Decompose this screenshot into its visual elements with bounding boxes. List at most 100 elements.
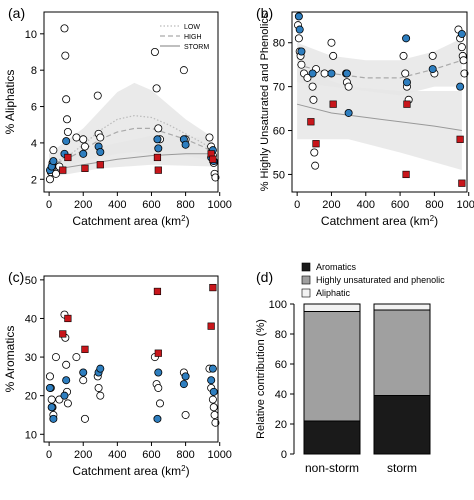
plot-frame xyxy=(43,11,219,193)
x-tick-label: 200 xyxy=(74,199,92,211)
y-tick-label: 70 xyxy=(273,82,285,94)
data-point-high xyxy=(295,25,304,34)
x-tick-label: 600 xyxy=(142,199,160,211)
x-tick-label: 1000 xyxy=(207,199,231,211)
bar-segment-storm-2 xyxy=(373,303,431,311)
data-point-low xyxy=(210,410,219,419)
x-tick-label: 600 xyxy=(142,449,160,461)
x-axis-label: Catchment area (km2) xyxy=(72,464,189,479)
data-point-low xyxy=(154,383,163,392)
bar-segment-non-storm-1 xyxy=(303,311,361,422)
data-point-low xyxy=(399,51,408,60)
panel-label: (d) xyxy=(256,269,273,285)
y-tick-label: 40 xyxy=(25,313,37,325)
x-tick-label: 800 xyxy=(425,199,443,211)
data-point-low xyxy=(308,82,317,91)
data-point-low xyxy=(310,148,319,157)
x-tick-label: 600 xyxy=(391,199,409,211)
confidence-band xyxy=(297,38,462,96)
x-tick-label: 400 xyxy=(108,199,126,211)
legend-swatch-0 xyxy=(301,262,311,272)
y-axis-label: % Highly Unsaturated and Phenolics xyxy=(259,12,271,191)
data-point-low xyxy=(150,48,159,57)
panel-label: (b) xyxy=(256,5,273,21)
data-point-storm xyxy=(81,345,89,353)
data-point-low xyxy=(329,51,338,60)
data-point-low xyxy=(155,399,164,408)
fit-line-high xyxy=(296,59,463,79)
y-tick-label: 60 xyxy=(273,126,285,138)
x-tick-label: 200 xyxy=(74,449,92,461)
data-point-low xyxy=(208,395,217,404)
data-point-low xyxy=(294,34,303,43)
data-point-storm xyxy=(59,330,67,338)
bar-segment-storm-1 xyxy=(373,309,431,396)
data-point-high xyxy=(49,414,58,423)
data-point-storm xyxy=(312,140,320,148)
legend-swatch-1 xyxy=(301,275,311,285)
data-point-low xyxy=(49,146,58,155)
data-point-low xyxy=(94,383,103,392)
legend-label-2: Aliphatic xyxy=(316,288,351,298)
legend-label-storm: STORM xyxy=(184,44,209,51)
panel-label: (a) xyxy=(8,5,25,21)
x-tick-label: 1000 xyxy=(456,199,474,211)
bar-segment-storm-0 xyxy=(373,395,431,455)
data-point-high xyxy=(327,69,336,78)
data-point-high xyxy=(457,29,466,38)
data-point-low xyxy=(63,115,72,124)
data-point-low xyxy=(154,124,163,133)
data-point-low xyxy=(62,360,71,369)
legend-label-low: LOW xyxy=(184,24,200,31)
y-tick-label: 80 xyxy=(275,329,287,341)
data-point-high xyxy=(456,82,465,91)
data-point-low xyxy=(80,414,89,423)
data-point-storm xyxy=(207,322,215,330)
data-point-storm xyxy=(329,100,337,108)
data-point-low xyxy=(80,142,89,151)
data-point-low xyxy=(45,175,54,184)
plot-frame xyxy=(43,275,219,443)
data-point-low xyxy=(96,391,105,400)
fit-line-low xyxy=(48,114,214,164)
data-point-low xyxy=(72,133,81,142)
data-point-high xyxy=(60,391,69,400)
bar-segment-non-storm-2 xyxy=(303,303,361,312)
data-point-low xyxy=(72,353,81,362)
legend-label-0: Aromatics xyxy=(316,262,357,272)
data-point-low xyxy=(51,353,60,362)
data-point-storm xyxy=(154,166,162,174)
data-point-low xyxy=(79,376,88,385)
y-tick-label: 6 xyxy=(31,102,37,114)
y-tick-label: 4 xyxy=(31,138,37,150)
y-tick-label: 50 xyxy=(273,169,285,181)
data-point-low xyxy=(205,133,214,142)
data-point-low xyxy=(152,84,161,93)
data-point-low xyxy=(60,24,69,33)
legend-label-1: Highly unsaturated and phenolic xyxy=(316,275,445,285)
y-tick-label: 10 xyxy=(25,29,37,41)
fit-line-storm xyxy=(49,153,213,171)
data-point-high xyxy=(179,380,188,389)
data-point-high xyxy=(297,47,306,56)
y-tick-label: 30 xyxy=(25,352,37,364)
y-tick-label: 80 xyxy=(273,38,285,50)
data-point-low xyxy=(320,69,329,78)
y-tick-label: 20 xyxy=(25,391,37,403)
x-tick-label: 400 xyxy=(108,449,126,461)
data-point-storm xyxy=(154,349,162,357)
data-point-high xyxy=(428,65,437,74)
legend-swatch-2 xyxy=(301,288,311,298)
y-tick-label: 2 xyxy=(31,174,37,186)
panel-b: (b) 0 200 400 600 800 1000 50 60 70 80 Catchment ar… xyxy=(256,5,474,228)
data-point-storm xyxy=(96,161,104,169)
y-tick-label: 10 xyxy=(25,429,37,441)
x-tick-label: 400 xyxy=(357,199,375,211)
data-point-storm xyxy=(456,135,464,143)
data-point-high xyxy=(207,376,216,385)
data-point-low xyxy=(79,135,88,144)
data-point-low xyxy=(209,403,218,412)
data-point-low xyxy=(457,43,466,52)
x-axis-label: Catchment area (km2) xyxy=(321,214,438,229)
data-point-low xyxy=(63,399,72,408)
